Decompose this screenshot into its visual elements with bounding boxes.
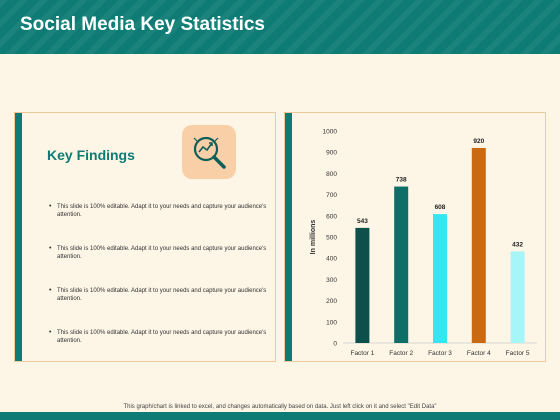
- y-tick-label: 100: [326, 319, 337, 326]
- findings-list: This slide is 100% editable. Adapt it to…: [49, 203, 269, 371]
- y-tick-label: 400: [326, 256, 337, 263]
- panel-accent-bar: [285, 113, 292, 361]
- page-title: Social Media Key Statistics: [20, 14, 265, 35]
- x-tick-label: Factor 3: [428, 350, 452, 357]
- key-findings-heading: Key Findings: [47, 147, 135, 163]
- y-tick-label: 1000: [323, 129, 338, 136]
- x-tick-label: Factor 5: [506, 350, 530, 357]
- y-tick-label: 300: [326, 277, 337, 284]
- bar: [433, 214, 447, 343]
- y-axis-label: In millions: [310, 220, 317, 255]
- x-tick-label: Factor 2: [389, 350, 413, 357]
- panel-accent-bar: [15, 113, 22, 361]
- chart-panel: 0 100 200 300 400 500 600 700 800 900 1000 In milli…: [284, 112, 546, 362]
- list-item: This slide is 100% editable. Adapt it to…: [49, 329, 269, 371]
- list-item: This slide is 100% editable. Adapt it to…: [49, 203, 269, 245]
- y-tick-label: 800: [326, 171, 337, 178]
- key-findings-panel: Key Findings This slide is 100% editable…: [14, 112, 276, 362]
- x-tick-label: Factor 4: [467, 350, 491, 357]
- bar: [355, 227, 370, 343]
- footer-strip: [0, 412, 560, 420]
- list-item: This slide is 100% editable. Adapt it to…: [49, 287, 269, 329]
- y-tick-label: 900: [326, 150, 337, 157]
- y-tick-label: 700: [326, 192, 337, 199]
- bar: [394, 186, 409, 343]
- bar: [510, 251, 525, 343]
- y-tick-label: 200: [326, 298, 337, 305]
- x-tick-label: Factor 1: [350, 350, 374, 357]
- header-banner: Social Media Key Statistics: [0, 0, 560, 54]
- y-tick-label: 500: [326, 235, 337, 242]
- data-label: 608: [435, 204, 446, 211]
- y-tick-label: 0: [333, 341, 337, 348]
- list-item: This slide is 100% editable. Adapt it to…: [49, 245, 269, 287]
- bar: [471, 147, 486, 343]
- data-label: 543: [357, 218, 368, 225]
- data-label: 738: [396, 177, 407, 184]
- data-label: 432: [512, 241, 523, 248]
- footer-note: This graph/chart is linked to excel, and…: [123, 404, 437, 410]
- y-tick-label: 600: [326, 213, 337, 220]
- data-label: 920: [473, 138, 484, 145]
- magnifier-chart-icon: [182, 125, 236, 179]
- bar-chart: 0 100 200 300 400 500 600 700 800 900 1000 In milli…: [310, 129, 537, 357]
